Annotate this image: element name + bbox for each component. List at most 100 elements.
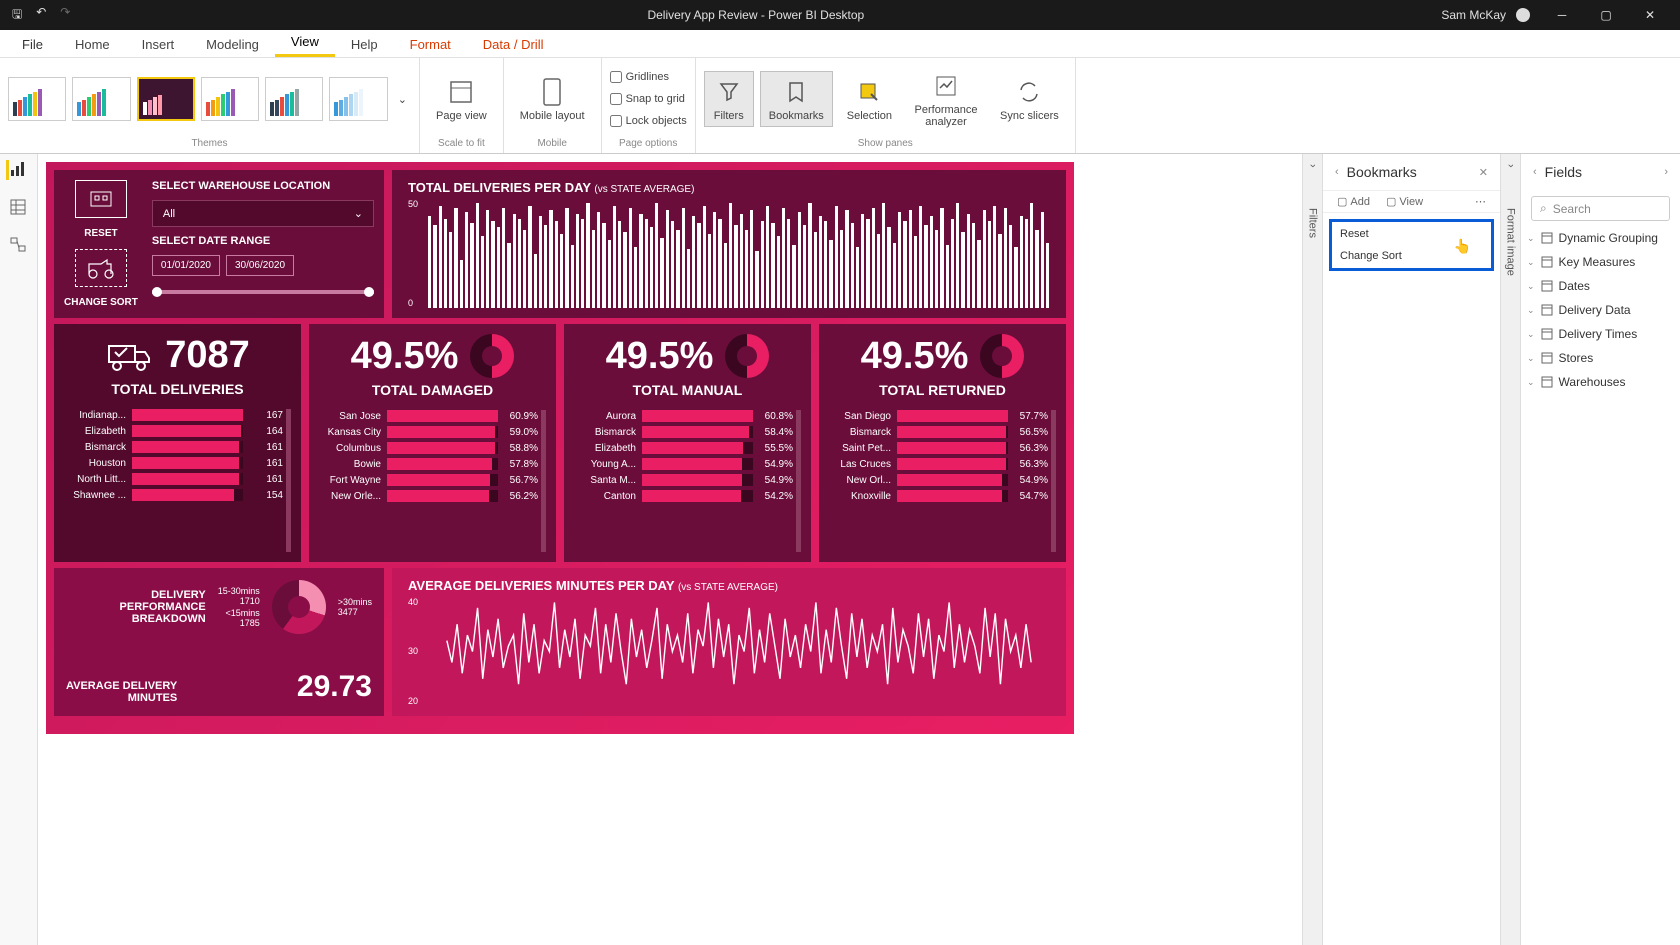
performance-breakdown[interactable]: DELIVERY PERFORMANCEBREAKDOWN 15-30mins1…: [54, 568, 384, 716]
kpi-card[interactable]: 7087TOTAL DELIVERIESIndianap...167Elizab…: [54, 324, 301, 562]
report-view-icon[interactable]: [6, 160, 29, 180]
avg-minutes-chart[interactable]: AVERAGE DELIVERIES MINUTES PER DAY (vs S…: [392, 568, 1066, 716]
kpi-row: Bismarck161: [64, 441, 283, 453]
theme-thumb[interactable]: [265, 77, 323, 121]
change-sort-label: CHANGE SORT: [64, 297, 138, 308]
bookmarks-button[interactable]: Bookmarks: [760, 71, 833, 127]
close-bookmarks-icon[interactable]: ✕: [1479, 166, 1488, 179]
scrollbar[interactable]: [1051, 410, 1056, 552]
field-table[interactable]: ⌄Delivery Times: [1527, 327, 1674, 341]
minimize-icon[interactable]: ─: [1540, 0, 1584, 30]
kpi-value: 7087: [165, 334, 250, 377]
field-table[interactable]: ⌄Delivery Data: [1527, 303, 1674, 317]
reset-image-button[interactable]: [75, 180, 127, 218]
field-table-name: Warehouses: [1559, 375, 1626, 389]
gridlines-checkbox[interactable]: Gridlines: [610, 71, 669, 83]
scrollbar[interactable]: [541, 410, 546, 552]
themes-dropdown-icon[interactable]: ⌄: [394, 89, 411, 110]
snap-to-grid-checkbox[interactable]: Snap to grid: [610, 93, 685, 105]
kpi-row: Bismarck56.5%: [829, 426, 1048, 438]
field-table[interactable]: ⌄Dynamic Grouping: [1527, 231, 1674, 245]
kpi-row: Aurora60.8%: [574, 410, 793, 422]
chevron-icon: ⌄: [1527, 305, 1535, 316]
maximize-icon[interactable]: ▢: [1584, 0, 1628, 30]
filters-button[interactable]: Filters: [704, 71, 754, 127]
field-table[interactable]: ⌄Dates: [1527, 279, 1674, 293]
date-to-input[interactable]: 30/06/2020: [226, 255, 294, 276]
data-view-icon[interactable]: [9, 198, 29, 218]
kpi-row: New Orl...54.9%: [829, 474, 1048, 486]
field-table[interactable]: ⌄ Stores: [1527, 351, 1674, 365]
save-icon[interactable]: 🖫: [12, 5, 22, 26]
table-icon: [1541, 352, 1553, 364]
perf-title: DELIVERY PERFORMANCEBREAKDOWN: [66, 589, 206, 625]
tab-home[interactable]: Home: [59, 32, 126, 57]
tab-view[interactable]: View: [275, 29, 335, 57]
themes-gallery[interactable]: ⌄: [8, 62, 411, 136]
kpi-donut-icon: [470, 334, 514, 378]
bookmark-more-icon[interactable]: ⋯: [1475, 195, 1486, 208]
bookmark-view-button[interactable]: ▢ View: [1386, 195, 1423, 208]
kpi-row: North Litt...161: [64, 473, 283, 485]
date-slider[interactable]: [152, 290, 374, 294]
total-deliveries-chart[interactable]: TOTAL DELIVERIES PER DAY (vs STATE AVERA…: [392, 170, 1066, 318]
performance-analyzer-button[interactable]: Performance analyzer: [906, 66, 986, 132]
kpi-card[interactable]: 49.5%TOTAL DAMAGEDSan Jose60.9%Kansas Ci…: [309, 324, 556, 562]
lock-objects-checkbox[interactable]: Lock objects: [610, 115, 687, 127]
kpi-row: Las Cruces56.3%: [829, 458, 1048, 470]
performance-icon: [930, 70, 962, 102]
chevron-icon: ⌄: [1527, 353, 1535, 364]
field-table-name: Stores: [1559, 351, 1594, 365]
mobile-layout-button[interactable]: Mobile layout: [512, 72, 593, 126]
user-name[interactable]: Sam McKay: [1441, 8, 1506, 22]
kpi-row: New Orle...56.2%: [319, 490, 538, 502]
redo-icon[interactable]: ↷: [60, 5, 70, 26]
field-table[interactable]: ⌄Warehouses: [1527, 375, 1674, 389]
date-from-input[interactable]: 01/01/2020: [152, 255, 220, 276]
tab-help[interactable]: Help: [335, 32, 394, 57]
chevron-icon: ⌄: [1527, 257, 1535, 268]
tab-file[interactable]: File: [6, 32, 59, 57]
page-view-button[interactable]: Page view: [428, 72, 495, 126]
expand-fields-icon[interactable]: ›: [1664, 166, 1668, 178]
fields-search-input[interactable]: ⌕ Search: [1531, 196, 1670, 221]
kpi-card[interactable]: 49.5%TOTAL MANUALAurora60.8%Bismarck58.4…: [564, 324, 811, 562]
kpi-card[interactable]: 49.5%TOTAL RETURNEDSan Diego57.7%Bismarc…: [819, 324, 1066, 562]
kpi-row: Kansas City59.0%: [319, 426, 538, 438]
format-image-tab[interactable]: ‹ Format image: [1500, 154, 1520, 945]
selection-button[interactable]: Selection: [839, 72, 900, 126]
theme-thumb[interactable]: [8, 77, 66, 121]
field-table[interactable]: ⌄Key Measures: [1527, 255, 1674, 269]
theme-thumb[interactable]: [201, 77, 259, 121]
model-view-icon[interactable]: [9, 236, 29, 256]
bookmarks-pane: ‹ Bookmarks ✕ ▢ Add ▢ View ⋯ Reset Chang…: [1322, 154, 1500, 945]
change-sort-image-button[interactable]: [75, 249, 127, 287]
tab-format[interactable]: Format: [394, 32, 467, 57]
table-icon: [1541, 328, 1553, 340]
sync-slicers-button[interactable]: Sync slicers: [992, 72, 1067, 126]
themes-label: Themes: [8, 136, 411, 149]
close-icon[interactable]: ✕: [1628, 0, 1672, 30]
user-avatar-icon[interactable]: [1516, 8, 1530, 22]
theme-thumb[interactable]: [137, 77, 195, 121]
kpi-list: San Jose60.9%Kansas City59.0%Columbus58.…: [319, 410, 546, 552]
theme-thumb[interactable]: [72, 77, 130, 121]
warehouse-dropdown[interactable]: All ⌄: [152, 200, 374, 227]
report-canvas[interactable]: RESET CHANGE SORT SELECT WAREHOUSE LOCAT…: [38, 154, 1302, 945]
chevron-icon: ⌄: [1527, 233, 1535, 244]
field-table-name: Dates: [1559, 279, 1590, 293]
avg-delivery-value: 29.73: [297, 670, 372, 704]
undo-icon[interactable]: ↶: [36, 5, 46, 26]
theme-thumb[interactable]: [329, 77, 387, 121]
tab-insert[interactable]: Insert: [126, 32, 191, 57]
tab-modeling[interactable]: Modeling: [190, 32, 275, 57]
show-panes-label: Show panes: [704, 136, 1067, 149]
tab-data-drill[interactable]: Data / Drill: [467, 32, 560, 57]
scrollbar[interactable]: [796, 410, 801, 552]
kpi-row: Indianap...167: [64, 409, 283, 421]
app-title: Delivery App Review - Power BI Desktop: [70, 8, 1441, 22]
collapsed-panes[interactable]: ‹ Filters: [1302, 154, 1322, 945]
bookmark-add-button[interactable]: ▢ Add: [1337, 195, 1370, 208]
kpi-donut-icon: [980, 334, 1024, 378]
scrollbar[interactable]: [286, 409, 291, 552]
